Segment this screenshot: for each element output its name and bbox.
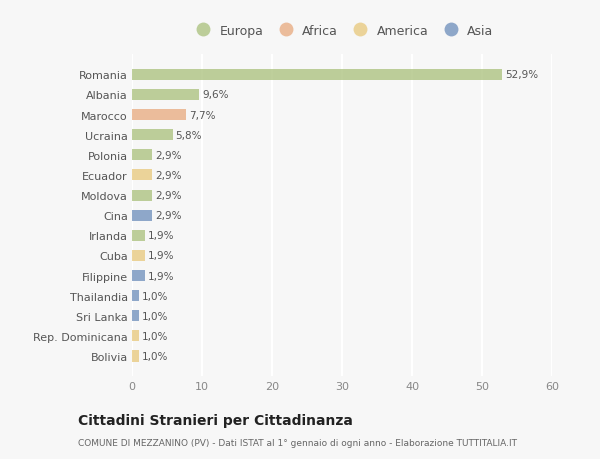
Text: 1,9%: 1,9% — [148, 251, 175, 261]
Bar — [132, 311, 139, 322]
Text: Cittadini Stranieri per Cittadinanza: Cittadini Stranieri per Cittadinanza — [78, 414, 353, 428]
Bar — [132, 230, 145, 241]
Text: 2,9%: 2,9% — [155, 151, 182, 161]
Text: 1,0%: 1,0% — [142, 311, 168, 321]
Text: 1,9%: 1,9% — [148, 231, 175, 241]
Text: 1,0%: 1,0% — [142, 351, 168, 361]
Text: 9,6%: 9,6% — [202, 90, 229, 100]
Text: 2,9%: 2,9% — [155, 190, 182, 201]
Text: 7,7%: 7,7% — [188, 110, 215, 120]
Legend: Europa, Africa, America, Asia: Europa, Africa, America, Asia — [185, 20, 499, 43]
Text: 52,9%: 52,9% — [505, 70, 538, 80]
Bar — [132, 330, 139, 341]
Bar — [132, 150, 152, 161]
Bar — [132, 170, 152, 181]
Text: 5,8%: 5,8% — [175, 130, 202, 140]
Text: 1,0%: 1,0% — [142, 291, 168, 301]
Bar — [132, 291, 139, 302]
Bar — [132, 190, 152, 201]
Bar — [132, 70, 502, 81]
Text: 1,9%: 1,9% — [148, 271, 175, 281]
Bar — [132, 210, 152, 221]
Bar — [132, 351, 139, 362]
Text: 1,0%: 1,0% — [142, 331, 168, 341]
Text: 2,9%: 2,9% — [155, 211, 182, 221]
Bar — [132, 250, 145, 262]
Bar — [132, 90, 199, 101]
Text: 2,9%: 2,9% — [155, 171, 182, 180]
Bar — [132, 270, 145, 281]
Bar — [132, 110, 186, 121]
Text: COMUNE DI MEZZANINO (PV) - Dati ISTAT al 1° gennaio di ogni anno - Elaborazione : COMUNE DI MEZZANINO (PV) - Dati ISTAT al… — [78, 438, 517, 447]
Bar — [132, 130, 173, 141]
